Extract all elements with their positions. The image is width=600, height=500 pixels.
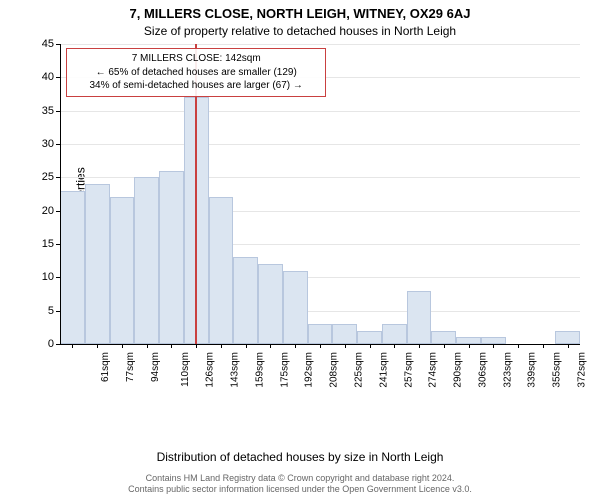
y-tick-label: 40 bbox=[24, 71, 54, 83]
histogram-bar bbox=[159, 171, 184, 344]
histogram-bar bbox=[209, 197, 234, 344]
x-axis-label: Distribution of detached houses by size … bbox=[0, 450, 600, 464]
x-tick-label: 126sqm bbox=[205, 352, 216, 388]
x-tick-label: 61sqm bbox=[100, 352, 111, 382]
attribution: Contains HM Land Registry data © Crown c… bbox=[0, 473, 600, 496]
histogram-bar bbox=[283, 271, 308, 344]
x-axis-line bbox=[60, 344, 580, 345]
x-tick-label: 339sqm bbox=[527, 352, 538, 388]
histogram-bar bbox=[431, 331, 456, 344]
annotation-line2: ← 65% of detached houses are smaller (12… bbox=[73, 66, 319, 80]
title-secondary: Size of property relative to detached ho… bbox=[0, 24, 600, 38]
y-axis-line bbox=[60, 44, 61, 344]
y-tick-label: 0 bbox=[24, 338, 54, 350]
y-tick-label: 5 bbox=[24, 305, 54, 317]
x-tick-label: 143sqm bbox=[230, 352, 241, 388]
chart-container: 7, MILLERS CLOSE, NORTH LEIGH, WITNEY, O… bbox=[0, 0, 600, 500]
x-tick-label: 225sqm bbox=[354, 352, 365, 388]
y-tick-label: 10 bbox=[24, 271, 54, 283]
y-tick-label: 45 bbox=[24, 38, 54, 50]
y-tick-label: 15 bbox=[24, 238, 54, 250]
x-tick-label: 192sqm bbox=[304, 352, 315, 388]
grid-line bbox=[60, 111, 580, 112]
x-tick-label: 208sqm bbox=[329, 352, 340, 388]
annotation-box: 7 MILLERS CLOSE: 142sqm← 65% of detached… bbox=[66, 48, 326, 97]
title-primary: 7, MILLERS CLOSE, NORTH LEIGH, WITNEY, O… bbox=[0, 6, 600, 21]
annotation-line1: 7 MILLERS CLOSE: 142sqm bbox=[73, 52, 319, 66]
x-tick-label: 306sqm bbox=[477, 352, 488, 388]
attribution-line2: Contains public sector information licen… bbox=[0, 484, 600, 496]
x-tick-label: 290sqm bbox=[453, 352, 464, 388]
x-tick-label: 110sqm bbox=[180, 352, 191, 387]
y-tick-label: 20 bbox=[24, 205, 54, 217]
attribution-line1: Contains HM Land Registry data © Crown c… bbox=[0, 473, 600, 485]
x-tick-label: 175sqm bbox=[279, 352, 290, 388]
histogram-bar bbox=[332, 324, 357, 344]
x-tick-label: 94sqm bbox=[150, 352, 161, 382]
histogram-bar bbox=[382, 324, 407, 344]
histogram-bar bbox=[357, 331, 382, 344]
y-tick-label: 30 bbox=[24, 138, 54, 150]
x-tick-label: 77sqm bbox=[125, 352, 136, 382]
histogram-bar bbox=[134, 177, 159, 344]
x-tick-label: 257sqm bbox=[403, 352, 414, 388]
histogram-bar bbox=[85, 184, 110, 344]
y-tick-label: 25 bbox=[24, 171, 54, 183]
histogram-bar bbox=[60, 191, 85, 344]
x-tick-label: 241sqm bbox=[378, 352, 389, 388]
annotation-line3: 34% of semi-detached houses are larger (… bbox=[73, 79, 319, 93]
x-tick-label: 372sqm bbox=[576, 352, 587, 388]
histogram-bar bbox=[481, 337, 506, 344]
grid-line bbox=[60, 44, 580, 45]
histogram-bar bbox=[110, 197, 135, 344]
histogram-bar bbox=[555, 331, 580, 344]
histogram-bar bbox=[407, 291, 432, 344]
x-tick-label: 159sqm bbox=[255, 352, 266, 388]
histogram-bar bbox=[233, 257, 258, 344]
histogram-bar bbox=[308, 324, 333, 344]
x-tick-label: 274sqm bbox=[428, 352, 439, 388]
x-tick-label: 355sqm bbox=[552, 352, 563, 388]
x-tick-label: 323sqm bbox=[502, 352, 513, 388]
plot-area: 05101520253035404561sqm77sqm94sqm110sqm1… bbox=[60, 44, 580, 404]
y-tick-label: 35 bbox=[24, 105, 54, 117]
histogram-bar bbox=[258, 264, 283, 344]
histogram-bar bbox=[456, 337, 481, 344]
grid-line bbox=[60, 144, 580, 145]
